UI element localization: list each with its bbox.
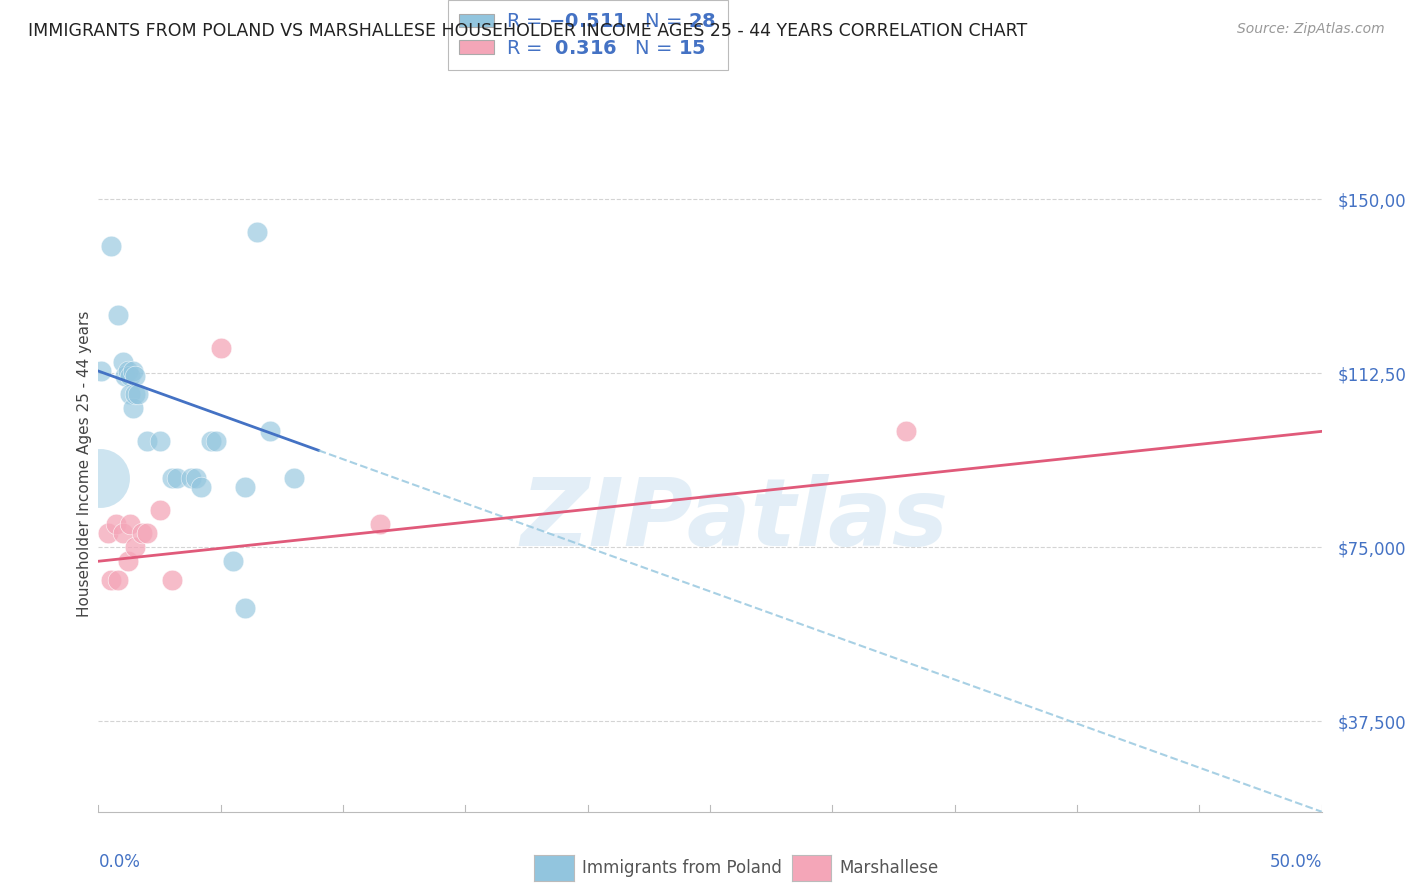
Point	[283, 471, 305, 485]
Point	[136, 434, 159, 448]
Point	[111, 526, 134, 541]
Point	[209, 341, 232, 355]
Point	[89, 471, 111, 485]
Point	[117, 364, 139, 378]
Point	[127, 387, 149, 401]
Point	[180, 471, 202, 485]
Legend: R = $\mathbf{-0.511}$   N = $\mathbf{28}$, R =  $\mathbf{0.316}$   N = $\mathbf{: R = $\mathbf{-0.511}$ N = $\mathbf{28}$,…	[447, 0, 728, 70]
Point	[166, 471, 188, 485]
Point	[90, 364, 112, 378]
Text: Marshallese: Marshallese	[839, 859, 939, 877]
Point	[124, 387, 146, 401]
Text: 50.0%: 50.0%	[1270, 854, 1322, 871]
Point	[200, 434, 222, 448]
Point	[131, 526, 153, 541]
Point	[120, 387, 142, 401]
Point	[117, 554, 139, 568]
Text: 0.0%: 0.0%	[98, 854, 141, 871]
Point	[246, 225, 269, 239]
Point	[120, 517, 142, 532]
Point	[368, 517, 391, 532]
Point	[205, 434, 228, 448]
Point	[111, 355, 134, 369]
Point	[124, 541, 146, 555]
Point	[233, 600, 256, 615]
Text: ZIPatlas: ZIPatlas	[520, 474, 949, 566]
Point	[100, 573, 122, 587]
Point	[124, 368, 146, 383]
Point	[104, 517, 127, 532]
Point	[149, 434, 172, 448]
Point	[100, 239, 122, 253]
Point	[149, 503, 172, 517]
Point	[222, 554, 245, 568]
Point	[190, 480, 212, 494]
Point	[259, 425, 281, 439]
Point	[120, 368, 142, 383]
Y-axis label: Householder Income Ages 25 - 44 years: Householder Income Ages 25 - 44 years	[77, 310, 91, 617]
Point	[97, 526, 120, 541]
Point	[186, 471, 208, 485]
Text: IMMIGRANTS FROM POLAND VS MARSHALLESE HOUSEHOLDER INCOME AGES 25 - 44 YEARS CORR: IMMIGRANTS FROM POLAND VS MARSHALLESE HO…	[28, 22, 1028, 40]
Point	[160, 573, 183, 587]
Point	[107, 309, 129, 323]
Point	[121, 401, 143, 416]
Point	[136, 526, 159, 541]
Point	[160, 471, 183, 485]
Point	[121, 364, 143, 378]
Text: Source: ZipAtlas.com: Source: ZipAtlas.com	[1237, 22, 1385, 37]
Point	[894, 425, 917, 439]
Point	[114, 368, 136, 383]
Point	[233, 480, 256, 494]
Point	[107, 573, 129, 587]
Text: Immigrants from Poland: Immigrants from Poland	[582, 859, 782, 877]
